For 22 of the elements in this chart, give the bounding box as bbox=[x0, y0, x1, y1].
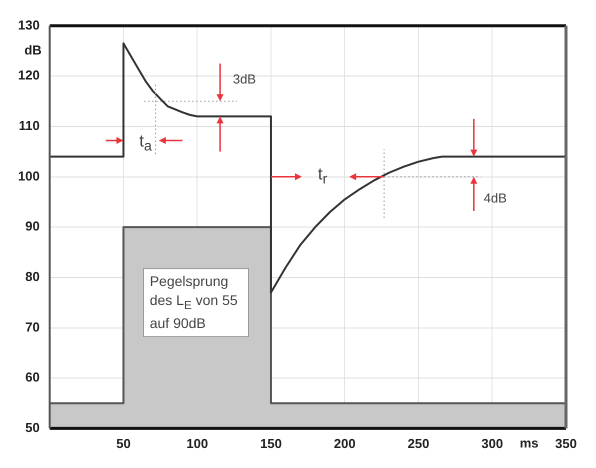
annotation: 3dB bbox=[232, 70, 256, 88]
x-tick-label: 250 bbox=[408, 436, 430, 451]
x-tick-label: 150 bbox=[260, 436, 282, 451]
x-tick-label: 50 bbox=[116, 436, 131, 451]
annotation: t$_{r}$ bbox=[318, 164, 328, 190]
x-tick-label: 300 bbox=[481, 436, 504, 451]
x-tick-label: 350 bbox=[555, 436, 577, 451]
y-axis-title: dB bbox=[24, 42, 42, 58]
y-tick-label: 130 bbox=[18, 17, 40, 32]
y-tick-label: 90 bbox=[25, 218, 40, 234]
x-axis-title: ms bbox=[520, 435, 539, 450]
annotation: Pegelsprung des L$_{E}$ von 55 auf 90dB bbox=[142, 268, 249, 338]
y-tick-label: 80 bbox=[25, 269, 40, 284]
y-tick-label: 120 bbox=[18, 68, 40, 83]
y-tick-label: 110 bbox=[18, 118, 40, 134]
y-tick-label: 50 bbox=[25, 420, 40, 435]
annotation: 4dB bbox=[484, 189, 507, 208]
y-tick-label: 60 bbox=[25, 370, 40, 385]
x-tick-label: 200 bbox=[334, 436, 356, 451]
y-tick-label: 70 bbox=[25, 319, 40, 334]
y-tick-label: 100 bbox=[18, 168, 40, 184]
x-tick-label: 100 bbox=[186, 436, 208, 451]
